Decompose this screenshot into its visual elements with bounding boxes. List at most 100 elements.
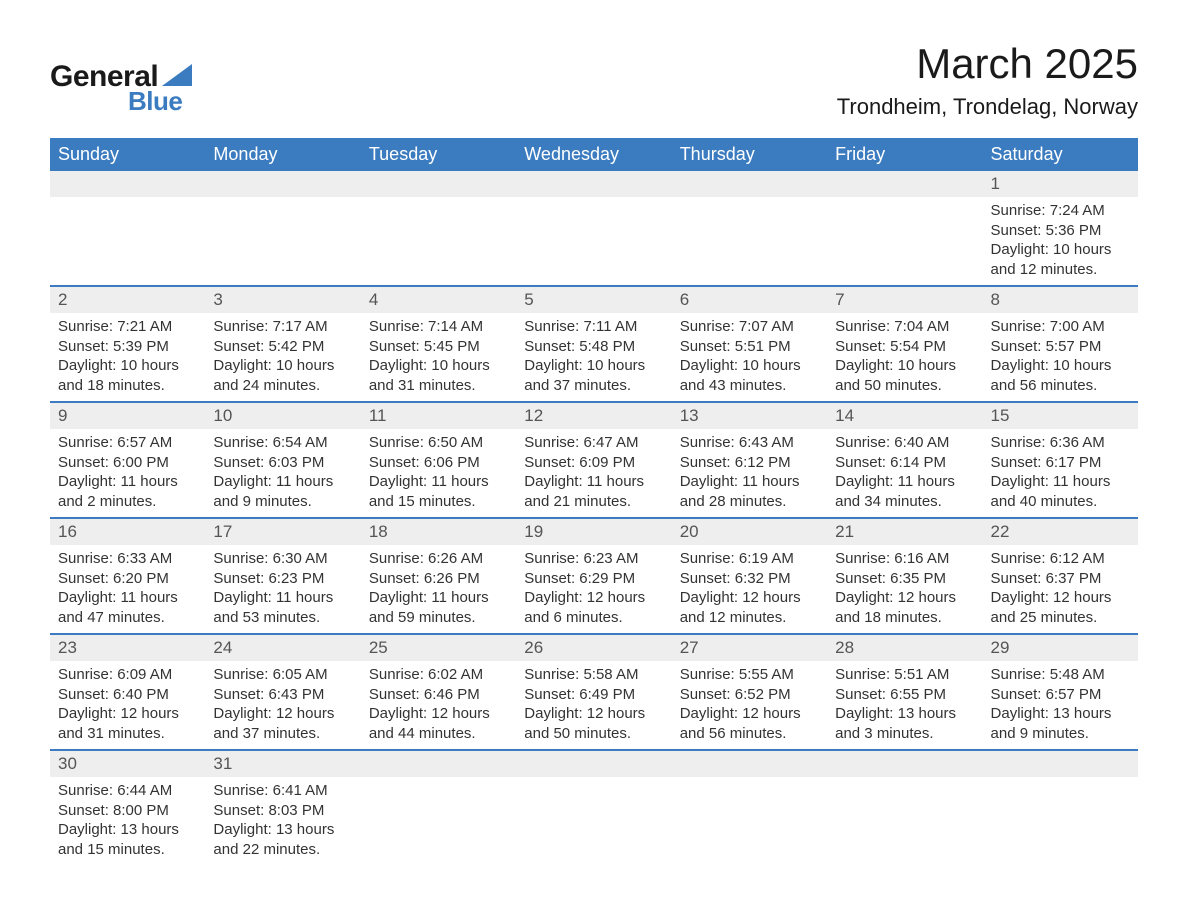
day-body: Sunrise: 6:41 AMSunset: 8:03 PMDaylight:… — [205, 777, 360, 865]
day-body: Sunrise: 7:00 AMSunset: 5:57 PMDaylight:… — [983, 313, 1138, 401]
day-body: Sunrise: 6:44 AMSunset: 8:00 PMDaylight:… — [50, 777, 205, 865]
sunset-text: Sunset: 6:55 PM — [835, 685, 974, 705]
day-number: 9 — [50, 403, 205, 429]
daylight2-text: and 12 minutes. — [991, 260, 1130, 280]
daylight1-text: Daylight: 11 hours — [213, 588, 352, 608]
day-body: Sunrise: 6:09 AMSunset: 6:40 PMDaylight:… — [50, 661, 205, 749]
day-body: Sunrise: 6:16 AMSunset: 6:35 PMDaylight:… — [827, 545, 982, 633]
sunrise-text: Sunrise: 7:07 AM — [680, 317, 819, 337]
day-body: Sunrise: 6:43 AMSunset: 6:12 PMDaylight:… — [672, 429, 827, 517]
sunrise-text: Sunrise: 6:47 AM — [524, 433, 663, 453]
daylight1-text: Daylight: 12 hours — [524, 704, 663, 724]
sunrise-text: Sunrise: 5:55 AM — [680, 665, 819, 685]
day-body: Sunrise: 6:05 AMSunset: 6:43 PMDaylight:… — [205, 661, 360, 749]
day-number — [672, 751, 827, 777]
daylight1-text: Daylight: 10 hours — [991, 240, 1130, 260]
daylight1-text: Daylight: 10 hours — [991, 356, 1130, 376]
daylight2-text: and 53 minutes. — [213, 608, 352, 628]
logo: General Blue — [50, 60, 192, 117]
calendar-week-row: 9Sunrise: 6:57 AMSunset: 6:00 PMDaylight… — [50, 402, 1138, 518]
day-number: 3 — [205, 287, 360, 313]
daylight2-text: and 18 minutes. — [58, 376, 197, 396]
calendar-cell: 30Sunrise: 6:44 AMSunset: 8:00 PMDayligh… — [50, 750, 205, 865]
weekday-header: Thursday — [672, 138, 827, 171]
sunrise-text: Sunrise: 7:11 AM — [524, 317, 663, 337]
calendar-week-row: 23Sunrise: 6:09 AMSunset: 6:40 PMDayligh… — [50, 634, 1138, 750]
day-body: Sunrise: 5:58 AMSunset: 6:49 PMDaylight:… — [516, 661, 671, 749]
daylight1-text: Daylight: 12 hours — [524, 588, 663, 608]
day-body: Sunrise: 6:33 AMSunset: 6:20 PMDaylight:… — [50, 545, 205, 633]
sunset-text: Sunset: 6:14 PM — [835, 453, 974, 473]
sunset-text: Sunset: 6:35 PM — [835, 569, 974, 589]
sunrise-text: Sunrise: 6:54 AM — [213, 433, 352, 453]
daylight1-text: Daylight: 12 hours — [835, 588, 974, 608]
day-number: 25 — [361, 635, 516, 661]
daylight2-text: and 15 minutes. — [369, 492, 508, 512]
sunrise-text: Sunrise: 7:24 AM — [991, 201, 1130, 221]
calendar-cell — [516, 171, 671, 286]
sunrise-text: Sunrise: 6:33 AM — [58, 549, 197, 569]
weekday-header: Monday — [205, 138, 360, 171]
sunset-text: Sunset: 6:32 PM — [680, 569, 819, 589]
calendar-cell — [983, 750, 1138, 865]
daylight2-text: and 59 minutes. — [369, 608, 508, 628]
calendar-cell: 23Sunrise: 6:09 AMSunset: 6:40 PMDayligh… — [50, 634, 205, 750]
daylight1-text: Daylight: 12 hours — [58, 704, 197, 724]
calendar-cell: 18Sunrise: 6:26 AMSunset: 6:26 PMDayligh… — [361, 518, 516, 634]
daylight1-text: Daylight: 10 hours — [524, 356, 663, 376]
daylight1-text: Daylight: 12 hours — [369, 704, 508, 724]
daylight2-text: and 43 minutes. — [680, 376, 819, 396]
daylight1-text: Daylight: 11 hours — [524, 472, 663, 492]
calendar-cell: 3Sunrise: 7:17 AMSunset: 5:42 PMDaylight… — [205, 286, 360, 402]
daylight2-text: and 2 minutes. — [58, 492, 197, 512]
calendar-cell: 8Sunrise: 7:00 AMSunset: 5:57 PMDaylight… — [983, 286, 1138, 402]
calendar-cell: 25Sunrise: 6:02 AMSunset: 6:46 PMDayligh… — [361, 634, 516, 750]
day-number — [361, 171, 516, 197]
daylight1-text: Daylight: 11 hours — [835, 472, 974, 492]
daylight1-text: Daylight: 11 hours — [58, 588, 197, 608]
calendar-cell — [361, 750, 516, 865]
calendar-week-row: 1Sunrise: 7:24 AMSunset: 5:36 PMDaylight… — [50, 171, 1138, 286]
calendar-table: Sunday Monday Tuesday Wednesday Thursday… — [50, 138, 1138, 865]
day-number: 21 — [827, 519, 982, 545]
day-body: Sunrise: 6:30 AMSunset: 6:23 PMDaylight:… — [205, 545, 360, 633]
day-body: Sunrise: 5:55 AMSunset: 6:52 PMDaylight:… — [672, 661, 827, 749]
day-body — [516, 197, 671, 257]
calendar-cell: 15Sunrise: 6:36 AMSunset: 6:17 PMDayligh… — [983, 402, 1138, 518]
calendar-cell: 21Sunrise: 6:16 AMSunset: 6:35 PMDayligh… — [827, 518, 982, 634]
sunset-text: Sunset: 6:43 PM — [213, 685, 352, 705]
daylight1-text: Daylight: 12 hours — [991, 588, 1130, 608]
sunrise-text: Sunrise: 6:30 AM — [213, 549, 352, 569]
day-number: 6 — [672, 287, 827, 313]
daylight2-text: and 15 minutes. — [58, 840, 197, 860]
calendar-cell: 6Sunrise: 7:07 AMSunset: 5:51 PMDaylight… — [672, 286, 827, 402]
day-number — [672, 171, 827, 197]
day-body — [672, 777, 827, 837]
calendar-cell — [672, 750, 827, 865]
weekday-header: Tuesday — [361, 138, 516, 171]
sunset-text: Sunset: 6:57 PM — [991, 685, 1130, 705]
calendar-cell: 9Sunrise: 6:57 AMSunset: 6:00 PMDaylight… — [50, 402, 205, 518]
daylight1-text: Daylight: 10 hours — [835, 356, 974, 376]
calendar-cell: 29Sunrise: 5:48 AMSunset: 6:57 PMDayligh… — [983, 634, 1138, 750]
calendar-cell: 24Sunrise: 6:05 AMSunset: 6:43 PMDayligh… — [205, 634, 360, 750]
daylight1-text: Daylight: 11 hours — [58, 472, 197, 492]
calendar-cell: 12Sunrise: 6:47 AMSunset: 6:09 PMDayligh… — [516, 402, 671, 518]
calendar-cell — [205, 171, 360, 286]
daylight2-text: and 9 minutes. — [213, 492, 352, 512]
daylight2-text: and 9 minutes. — [991, 724, 1130, 744]
day-number: 7 — [827, 287, 982, 313]
sunrise-text: Sunrise: 7:04 AM — [835, 317, 974, 337]
calendar-cell — [827, 750, 982, 865]
calendar-cell — [672, 171, 827, 286]
sunset-text: Sunset: 5:57 PM — [991, 337, 1130, 357]
daylight1-text: Daylight: 13 hours — [835, 704, 974, 724]
calendar-cell — [361, 171, 516, 286]
day-number: 31 — [205, 751, 360, 777]
sunrise-text: Sunrise: 6:44 AM — [58, 781, 197, 801]
daylight2-text: and 21 minutes. — [524, 492, 663, 512]
calendar-cell: 2Sunrise: 7:21 AMSunset: 5:39 PMDaylight… — [50, 286, 205, 402]
day-number — [983, 751, 1138, 777]
weekday-header-row: Sunday Monday Tuesday Wednesday Thursday… — [50, 138, 1138, 171]
day-number: 10 — [205, 403, 360, 429]
